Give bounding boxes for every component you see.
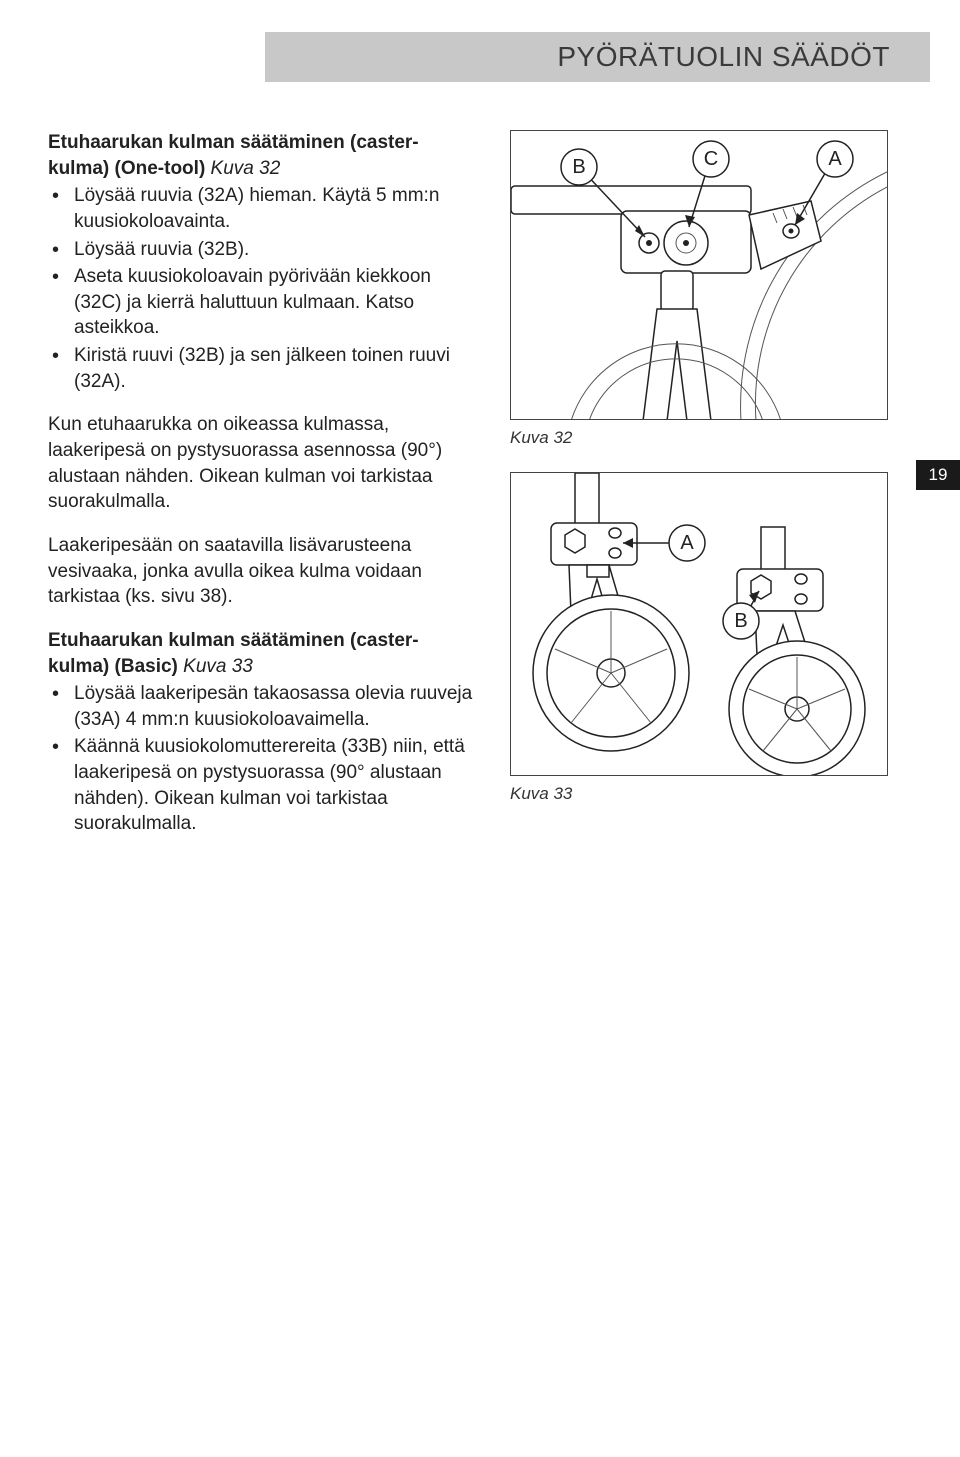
page-number-text: 19 (929, 465, 948, 485)
right-figure-column: B C A Kuva 32 (510, 130, 888, 804)
paragraph: Laakeripesään on saatavilla lisävarustee… (48, 533, 478, 610)
heading-italic: Kuva 32 (205, 158, 280, 179)
list-item: Aseta kuusiokoloavain pyörivään kiekkoon… (48, 264, 478, 341)
figure-32-caption: Kuva 32 (510, 428, 888, 448)
figure-33-caption: Kuva 33 (510, 784, 888, 804)
left-text-column: Etuhaarukan kulman säätäminen (caster-ku… (48, 130, 478, 855)
paragraph: Kun etuhaarukka on oikeassa kulmassa, la… (48, 412, 478, 515)
heading-italic: Kuva 33 (178, 656, 253, 677)
list-item: Kiristä ruuvi (32B) ja sen jälkeen toine… (48, 343, 478, 394)
bullet-list-2: Löysää laakeripesän takaosassa olevia ru… (48, 681, 478, 837)
bullet-list-1: Löysää ruuvia (32A) hieman. Käytä 5 mm:n… (48, 183, 478, 394)
figure-33-svg: A B (511, 473, 888, 776)
page-number: 19 (916, 460, 960, 490)
figure-32: B C A (510, 130, 888, 420)
list-item: Löysää ruuvia (32A) hieman. Käytä 5 mm:n… (48, 183, 478, 234)
list-item: Löysää laakeripesän takaosassa olevia ru… (48, 681, 478, 732)
section-header: PYÖRÄTUOLIN SÄÄDÖT (265, 32, 930, 82)
figure-33: A B (510, 472, 888, 776)
figure-33-label-a: A (680, 532, 694, 554)
figure-32-label-b: B (572, 156, 585, 178)
list-item: Löysää ruuvia (32B). (48, 237, 478, 263)
heading-section-2: Etuhaarukan kulman säätäminen (caster-ku… (48, 628, 478, 679)
figure-33-label-b: B (734, 610, 747, 632)
heading-section-1: Etuhaarukan kulman säätäminen (caster-ku… (48, 130, 478, 181)
figure-32-label-c: C (704, 148, 718, 170)
figure-32-svg: B C A (511, 131, 888, 420)
list-item: Käännä kuusiokolomutterereita (33B) niin… (48, 734, 478, 837)
section-title: PYÖRÄTUOLIN SÄÄDÖT (557, 41, 890, 73)
figure-32-label-a: A (828, 148, 842, 170)
